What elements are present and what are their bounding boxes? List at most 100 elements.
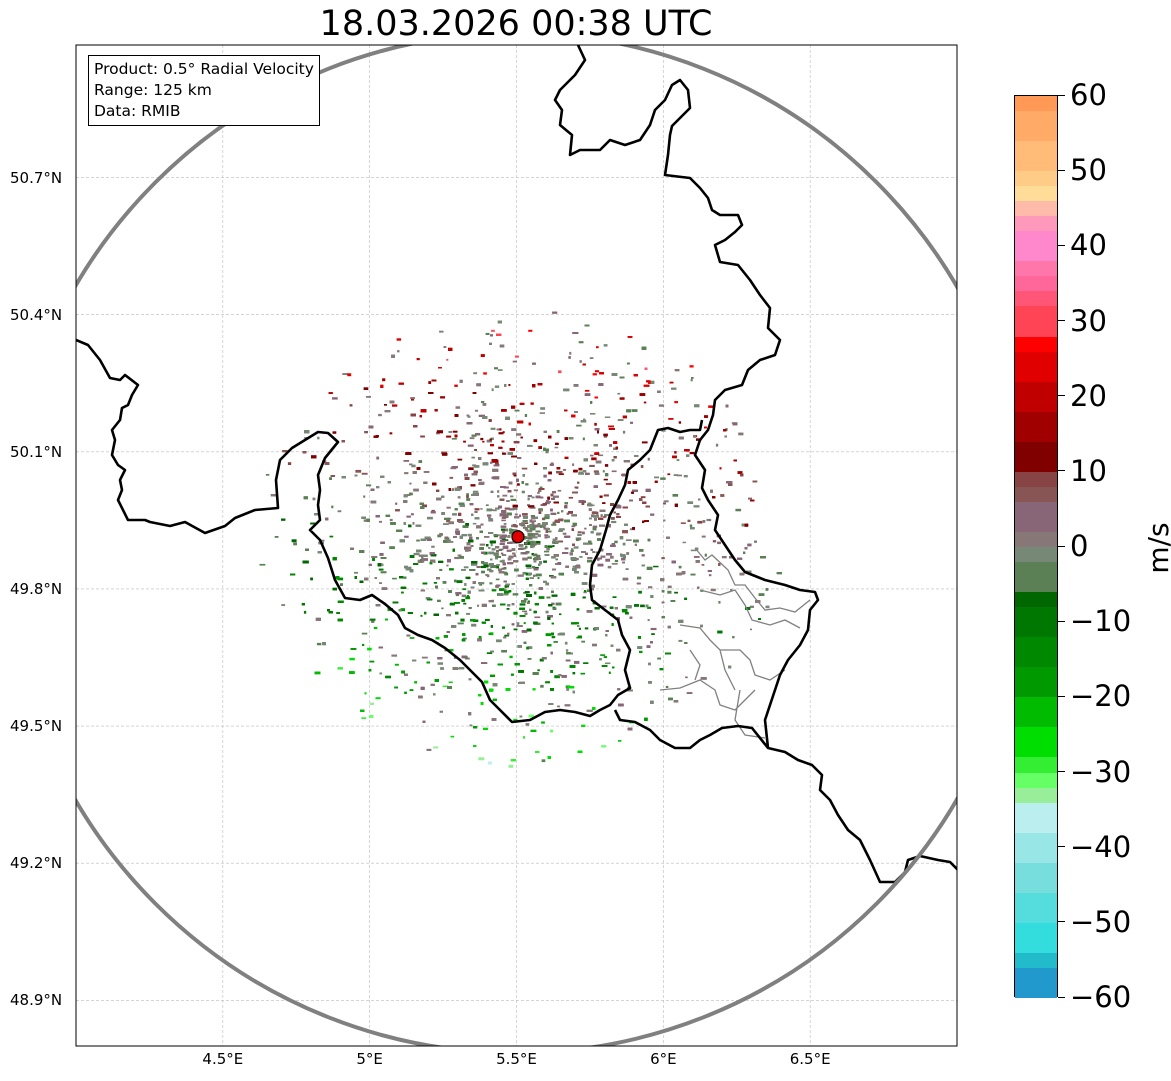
echo-gate — [495, 462, 499, 465]
echo-gate — [481, 603, 487, 607]
echo-gate — [637, 646, 643, 649]
echo-gate — [409, 637, 415, 639]
echo-gate — [543, 527, 549, 530]
echo-gate — [715, 443, 719, 447]
echo-gate — [481, 570, 485, 574]
echo-gate — [503, 593, 509, 596]
echo-gate — [617, 688, 621, 691]
echo-gate — [574, 557, 579, 561]
echo-gate — [544, 534, 549, 537]
echo-gate — [551, 590, 554, 593]
echo-gate — [426, 538, 432, 541]
echo-gate — [614, 540, 618, 544]
echo-gate — [548, 471, 552, 475]
echo-gate — [341, 440, 345, 443]
echo-gate — [394, 686, 398, 689]
echo-gate — [651, 633, 655, 635]
echo-gate — [765, 605, 770, 609]
echo-gate — [454, 384, 458, 387]
echo-gate — [469, 536, 473, 540]
echo-gate — [337, 600, 344, 603]
echo-gate — [401, 591, 404, 594]
echo-gate — [465, 576, 471, 579]
echo-gate — [690, 573, 696, 576]
echo-gate — [337, 667, 343, 670]
echo-gate — [495, 578, 500, 581]
echo-gate — [500, 525, 507, 528]
echo-gate — [571, 414, 576, 418]
echo-gate — [539, 658, 544, 662]
echo-gate — [564, 456, 569, 459]
echo-gate — [448, 517, 452, 520]
echo-gate — [440, 667, 444, 670]
echo-gate — [406, 515, 411, 518]
echo-gate — [446, 506, 451, 509]
echo-gate — [583, 458, 588, 462]
echo-gate — [611, 470, 617, 473]
echo-gate — [593, 485, 598, 488]
echo-gate — [581, 582, 588, 585]
echo-gate — [469, 437, 475, 440]
echo-gate — [717, 541, 721, 545]
echo-gate — [534, 591, 537, 595]
echo-gate — [670, 600, 676, 602]
echo-gate — [562, 552, 569, 554]
echo-gate — [631, 409, 638, 412]
echo-gate — [513, 718, 518, 722]
echo-gate — [618, 740, 622, 742]
echo-gate — [355, 469, 362, 473]
echo-gate — [437, 662, 443, 665]
echo-gate — [430, 554, 437, 557]
echo-gate — [667, 585, 672, 589]
echo-gate — [392, 577, 397, 580]
echo-gate — [440, 396, 445, 399]
echo-gate — [619, 397, 625, 400]
echo-gate — [568, 496, 573, 499]
echo-gate — [514, 513, 518, 516]
echo-gate — [420, 614, 423, 617]
echo-gate — [632, 481, 637, 484]
echo-gate — [595, 460, 602, 464]
echo-gate — [531, 536, 538, 539]
echo-gate — [540, 407, 546, 410]
echo-gate — [511, 525, 516, 528]
echo-gate — [458, 521, 465, 523]
echo-gate — [413, 552, 420, 556]
echo-gate — [477, 638, 482, 642]
echo-gate — [485, 332, 490, 335]
echo-gate — [572, 672, 576, 675]
echo-gate — [342, 373, 348, 375]
echo-gate — [428, 381, 432, 384]
echo-gate — [527, 444, 533, 447]
echo-gate — [527, 504, 530, 506]
echo-gate — [519, 523, 525, 526]
echo-gate — [694, 404, 700, 408]
echo-gate — [521, 467, 528, 470]
echo-gate — [684, 642, 688, 644]
echo-gate — [591, 457, 597, 461]
echo-gate — [519, 607, 525, 610]
echo-gate — [413, 488, 419, 492]
echo-gate — [349, 657, 355, 661]
echo-gate — [551, 602, 555, 605]
echo-gate — [559, 613, 562, 616]
echo-gate — [558, 674, 562, 677]
echo-gate — [637, 576, 642, 580]
echo-gate — [498, 549, 502, 551]
echo-gate — [442, 581, 447, 584]
echo-gate — [532, 566, 536, 569]
echo-gate — [354, 576, 357, 579]
echo-gate — [512, 524, 517, 527]
echo-gate — [704, 426, 707, 429]
echo-gate — [627, 481, 631, 484]
echo-gate — [332, 397, 338, 400]
echo-gate — [584, 389, 590, 392]
echo-gate — [582, 363, 586, 366]
echo-gate — [527, 495, 532, 497]
echo-gate — [430, 683, 435, 686]
echo-gate — [541, 721, 545, 724]
echo-gate — [529, 507, 536, 509]
echo-gate — [380, 541, 385, 544]
echo-gate — [373, 626, 378, 630]
echo-gate — [732, 422, 738, 426]
